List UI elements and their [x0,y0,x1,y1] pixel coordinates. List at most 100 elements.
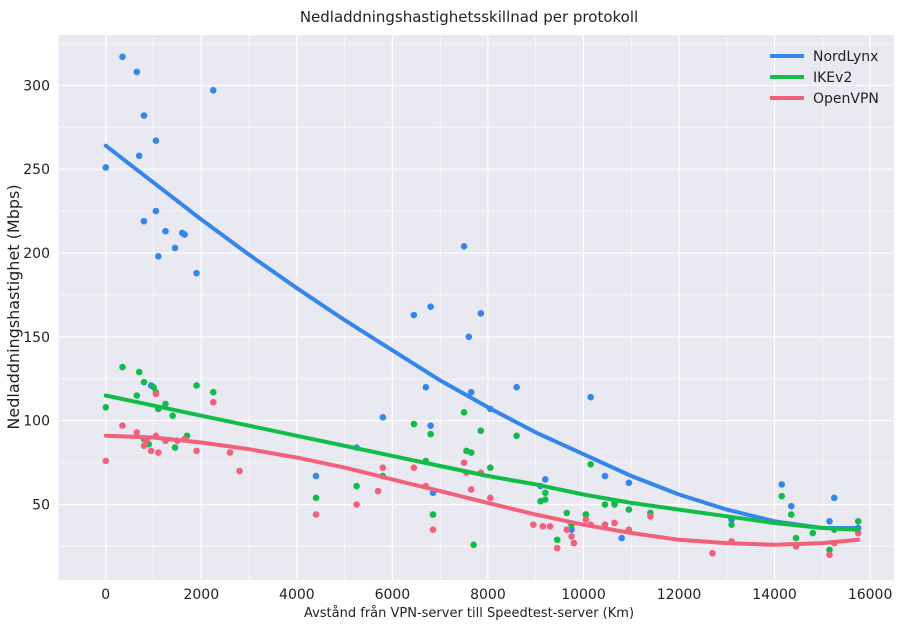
openvpn-point [155,449,162,456]
openvpn-point [826,551,833,559]
nordlynx-point [541,476,549,483]
legend-label-openvpn: OpenVPN [813,91,879,107]
nordlynx-point [427,303,434,310]
ikev2-point [787,511,795,518]
openvpn-point [312,511,320,518]
nordlynx-point [152,207,160,215]
nordlynx-point [102,164,110,171]
legend-label-ikev2: IKEv2 [813,70,852,86]
x-tick-label: 16000 [848,587,893,603]
ikev2-point [470,541,477,549]
openvpn-point [119,422,126,430]
ikev2-point [429,511,437,518]
ikev2-point [563,509,571,517]
x-tick-label: 14000 [752,587,797,603]
nordlynx-trend-line [103,143,861,530]
openvpn-point [152,390,160,398]
ikev2-point [582,511,590,518]
nordlynx-point [140,112,148,119]
nordlynx-point [162,227,169,235]
nordlynx-point [778,481,786,488]
openvpn-point [410,464,418,471]
nordlynx-point [119,53,126,61]
ikev2-point [625,506,633,513]
ikev2-point [601,501,609,508]
nordlynx-point [568,526,575,533]
nordlynx-point [460,242,468,250]
openvpn-point [460,459,468,466]
plot-area [58,35,894,580]
nordlynx-point [152,137,160,144]
ikev2-point [410,420,418,428]
openvpn-point [102,457,110,465]
openvpn-point [147,447,155,455]
x-tick-label: 12000 [657,587,702,603]
openvpn-point [709,549,716,557]
openvpn-point [647,512,654,520]
ikev2-point [427,430,434,438]
y-axis-label: Nedladdningshastighet (Mbps) [4,184,23,429]
ikev2-point [102,403,110,411]
nordlynx-point [826,518,833,525]
x-axis-label: Avstånd från VPN-server till Speedtest-s… [304,606,634,621]
nordlynx-point [465,333,473,341]
ikev2-point [312,494,320,502]
nordlynx-point [477,310,485,317]
ikev2-point [209,388,217,396]
x-tick-label: 4000 [279,587,315,603]
ikev2-point [611,501,618,508]
y-tick-label: 200 [23,246,50,262]
openvpn-point [487,494,494,502]
ikev2-point [553,536,561,544]
ikev2-point [162,400,169,408]
nordlynx-point [133,68,141,76]
openvpn-point [133,429,141,436]
ikev2-point [353,482,360,490]
nordlynx-point [625,479,633,487]
nordlynx-point [427,422,434,430]
y-tick-label: 300 [23,78,50,94]
nordlynx-point [135,152,143,160]
legend-label-nordlynx: NordLynx [813,49,878,65]
openvpn-point [140,442,148,450]
openvpn-point [374,487,382,495]
ikev2-point [171,444,179,451]
nordlynx-point [209,87,217,94]
ikev2-point [826,546,833,554]
x-tick-label: 8000 [470,587,506,603]
ikev2-point [854,518,862,525]
openvpn-point [553,544,561,552]
openvpn-point [353,501,360,508]
y-tick-label: 150 [23,330,50,346]
x-tick-label: 10000 [561,587,606,603]
nordlynx-point [379,414,387,421]
nordlynx-point [601,472,609,480]
ikev2-point [477,427,485,435]
ikev2-point [513,432,520,440]
nordlynx-point [193,269,200,277]
ikev2-point [541,496,549,503]
ikev2-point [587,460,594,468]
openvpn-point [563,526,571,533]
ikev2-point [487,464,494,471]
openvpn-point [226,449,234,456]
ikev2-point [169,412,176,419]
nordlynx-point [140,217,148,225]
nordlynx-point [513,383,520,391]
nordlynx-point [155,253,162,260]
openvpn-point [546,523,554,530]
ikev2-point [135,368,143,376]
nordlynx-point [171,244,179,252]
openvpn-point [467,486,475,493]
ikev2-point [809,529,817,537]
ikev2-point [133,392,141,399]
y-tick-label: 250 [23,162,50,178]
openvpn-point [582,516,590,523]
ikev2-point [150,383,157,391]
ikev2-point [193,382,200,389]
chart-title: Nedladdningshastighetsskillnad per proto… [300,8,638,26]
x-tick-label: 6000 [375,587,411,603]
nordlynx-point [467,388,475,396]
y-tick-label: 100 [23,414,50,430]
